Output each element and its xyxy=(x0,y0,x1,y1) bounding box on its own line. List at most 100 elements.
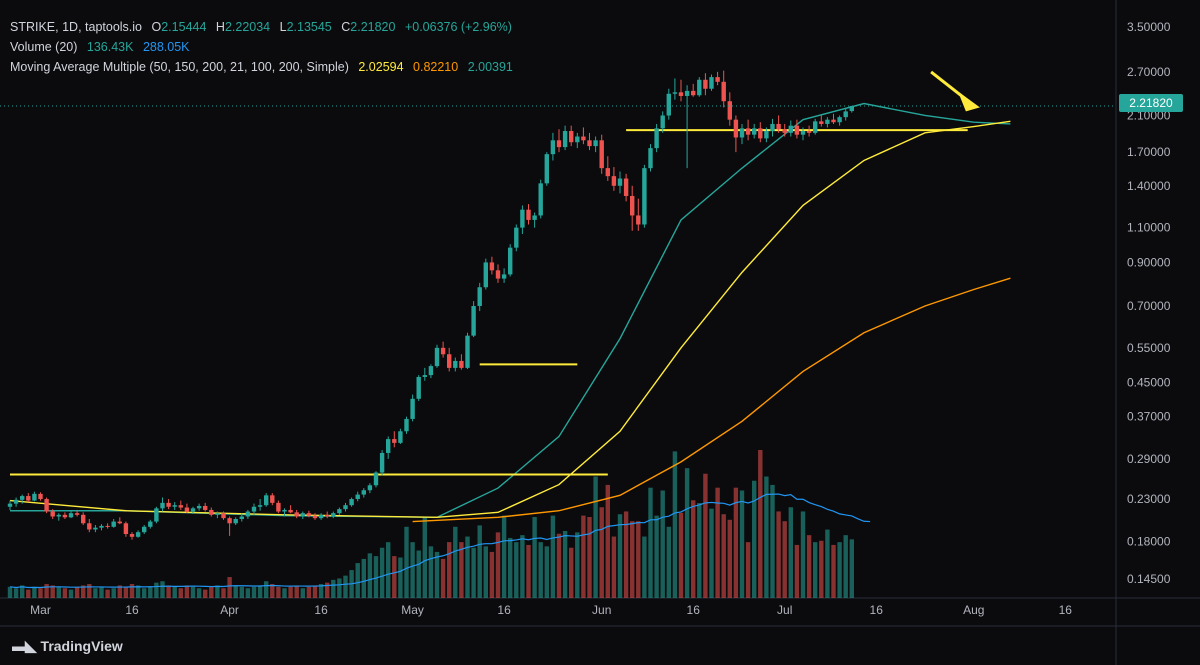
volume-bar xyxy=(465,536,470,598)
volume-bar xyxy=(166,585,171,598)
volume-bar xyxy=(556,533,562,598)
x-tick-label: 16 xyxy=(497,603,511,617)
tradingview-logo[interactable]: ▬◣ TradingView xyxy=(12,637,123,655)
legend-o-value: 2.15444 xyxy=(161,20,207,34)
legend-ma[interactable]: Moving Average Multiple (50, 150, 200, 2… xyxy=(10,60,519,74)
volume-bar xyxy=(538,542,543,598)
x-tick-label: Jun xyxy=(592,603,611,617)
volume-bar xyxy=(806,535,812,598)
candle-body xyxy=(739,128,745,138)
candle-body xyxy=(550,140,556,155)
volume-bar xyxy=(764,476,769,598)
candle-body xyxy=(715,77,720,82)
volume-bar xyxy=(117,585,122,598)
volume-bar xyxy=(93,588,98,598)
y-tick-label: 0.55000 xyxy=(1127,341,1171,355)
x-tick-label: Aug xyxy=(963,603,984,617)
y-tick-label: 0.90000 xyxy=(1127,255,1171,269)
legend-l-label: L xyxy=(279,20,287,34)
volume-bar xyxy=(215,585,220,598)
candle-body xyxy=(386,439,391,453)
candle-body xyxy=(13,499,19,504)
volume-bar xyxy=(819,540,824,598)
volume-bar xyxy=(343,575,348,598)
volume-bar xyxy=(550,515,556,598)
ma-value-2: 0.82210 xyxy=(413,60,459,74)
candle-body xyxy=(636,215,641,225)
ma-line-2 xyxy=(9,120,1011,519)
candle-body xyxy=(709,77,714,89)
volume-bar xyxy=(233,585,238,598)
candle-body xyxy=(422,375,427,377)
legend-volume[interactable]: Volume (20) 136.43K 288.05K xyxy=(10,40,196,54)
candle-body xyxy=(20,496,25,500)
volume-bar xyxy=(105,589,110,598)
volume-bar xyxy=(770,484,775,598)
candle-body xyxy=(483,262,488,288)
candle-body xyxy=(495,270,501,279)
volume-bar xyxy=(264,581,269,598)
candle-body xyxy=(142,526,147,533)
candle-body xyxy=(544,154,549,184)
candle-body xyxy=(648,148,653,169)
candle-body xyxy=(416,376,421,399)
candle-body xyxy=(678,92,684,96)
candle-body xyxy=(99,525,104,528)
volume-bar xyxy=(306,586,312,598)
candle-body xyxy=(105,525,110,527)
volume-bar xyxy=(300,588,305,598)
candle-body xyxy=(538,183,543,216)
volume-bar xyxy=(184,585,190,598)
volume-bar xyxy=(544,546,549,598)
volume-bar xyxy=(239,586,244,598)
candle-body xyxy=(569,131,574,143)
volume-bar xyxy=(331,579,336,598)
y-axis-ticks: 3.500002.700002.100001.700001.400001.100… xyxy=(1127,20,1171,586)
volume-bar xyxy=(221,588,226,598)
volume-bar xyxy=(642,536,647,598)
candle-body xyxy=(62,514,68,518)
candle-body xyxy=(819,121,824,124)
candle-body xyxy=(270,495,275,503)
candle-body xyxy=(300,513,305,517)
x-tick-label: 16 xyxy=(125,603,139,617)
volume-bar xyxy=(282,588,287,598)
volume-bar xyxy=(471,547,476,598)
volume-bar xyxy=(74,586,80,598)
candle-body xyxy=(32,493,37,501)
candle-body xyxy=(410,398,415,419)
candle-body xyxy=(325,514,330,517)
candle-body xyxy=(605,168,610,177)
volume-bar xyxy=(794,544,800,598)
volume-bar xyxy=(386,542,391,598)
candle-body xyxy=(178,505,183,508)
candle-body xyxy=(148,521,153,527)
x-tick-label: Apr xyxy=(220,603,239,617)
ma-label: Moving Average Multiple (50, 150, 200, 2… xyxy=(10,60,349,74)
volume-bar xyxy=(721,514,726,598)
volume-bar xyxy=(477,525,482,598)
volume-bar xyxy=(68,589,74,598)
candle-body xyxy=(733,119,739,138)
candle-body xyxy=(837,117,842,123)
candle-body xyxy=(428,366,434,376)
candle-body xyxy=(209,509,214,515)
volume-bar xyxy=(813,542,818,598)
candle-body xyxy=(257,505,263,507)
legend-h-label: H xyxy=(215,20,225,34)
legend-c-value: 2.21820 xyxy=(350,20,396,34)
volume-bar xyxy=(172,586,177,598)
candle-body xyxy=(81,514,86,524)
volume-bar xyxy=(111,588,116,598)
volume-ma-value: 288.05K xyxy=(142,40,190,54)
candle-body xyxy=(660,115,665,129)
candle-body xyxy=(294,512,299,517)
candle-body xyxy=(666,93,671,116)
current-price-tag: 2.21820 xyxy=(1119,94,1183,112)
y-tick-label: 0.37000 xyxy=(1127,410,1171,424)
volume-bar xyxy=(849,539,854,598)
candle-body xyxy=(239,516,244,520)
volume-bar xyxy=(257,585,263,598)
